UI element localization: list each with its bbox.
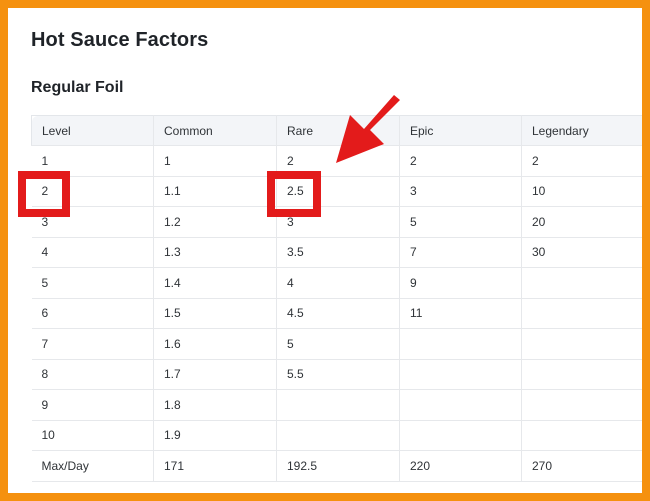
table-body: 1 1 2 2 2 2 1.1 2.5 3 10 3 1.2 3 5 20 4 1.3 3.5 7 30 5 1.4 4 9 6… <box>31 145 642 482</box>
table-cell-rare: 5 <box>276 328 400 360</box>
table-cell-common: 1.8 <box>153 389 277 421</box>
table-cell-legendary <box>521 389 642 421</box>
table-cell-level: 5 <box>31 267 154 299</box>
table-cell-legendary <box>521 328 642 360</box>
table-cell-epic: 220 <box>399 450 522 482</box>
table-cell-common: 1.9 <box>153 420 277 451</box>
table-cell-legendary: 10 <box>521 176 642 207</box>
table-cell-rare: 5.5 <box>276 359 400 390</box>
table-row: 8 1.7 5.5 <box>31 359 642 390</box>
content-panel: Hot Sauce Factors Regular Foil Level Com… <box>8 8 642 493</box>
table-row: 3 1.2 3 5 20 <box>31 206 642 238</box>
table-cell-rare: 4.5 <box>276 298 400 329</box>
table-row: Max/Day 171 192.5 220 270 <box>31 450 642 482</box>
table-row: 7 1.6 5 <box>31 328 642 360</box>
table-cell-rare: 3.5 <box>276 237 400 268</box>
table-cell-common: 1.7 <box>153 359 277 390</box>
table-cell-common: 1 <box>153 145 277 177</box>
table-cell-rare: 192.5 <box>276 450 400 482</box>
table-row: 6 1.5 4.5 11 <box>31 298 642 329</box>
highlight-box-level <box>18 171 70 217</box>
table-cell-level: 6 <box>31 298 154 329</box>
table-cell-level: 4 <box>31 237 154 268</box>
table-cell-epic: 3 <box>399 176 522 207</box>
highlight-box-rare <box>267 171 321 217</box>
table-cell-epic: 11 <box>399 298 522 329</box>
table-row: 4 1.3 3.5 7 30 <box>31 237 642 268</box>
table-cell-common: 1.2 <box>153 206 277 238</box>
table-cell-legendary <box>521 267 642 299</box>
column-header-level: Level <box>31 115 154 146</box>
table-row: 5 1.4 4 9 <box>31 267 642 299</box>
table-row: 10 1.9 <box>31 420 642 451</box>
table-cell-level: 9 <box>31 389 154 421</box>
table-cell-legendary: 270 <box>521 450 642 482</box>
section-title: Regular Foil <box>31 79 124 96</box>
table-cell-legendary <box>521 298 642 329</box>
table-cell-legendary <box>521 420 642 451</box>
column-header-legendary: Legendary <box>521 115 642 146</box>
table-cell-common: 1.5 <box>153 298 277 329</box>
table-cell-epic: 9 <box>399 267 522 299</box>
table-cell-epic <box>399 389 522 421</box>
table-cell-rare: 2.5 <box>276 176 400 207</box>
table-cell-level: Max/Day <box>31 450 154 482</box>
table-cell-rare <box>276 389 400 421</box>
table-cell-rare <box>276 420 400 451</box>
table-row: 9 1.8 <box>31 389 642 421</box>
table-cell-common: 1.4 <box>153 267 277 299</box>
page-title: Hot Sauce Factors <box>31 29 209 51</box>
table-cell-epic <box>399 359 522 390</box>
column-header-epic: Epic <box>399 115 522 146</box>
table-cell-legendary: 2 <box>521 145 642 177</box>
table-cell-epic: 2 <box>399 145 522 177</box>
table-row: 2 1.1 2.5 3 10 <box>31 176 642 207</box>
table-cell-common: 171 <box>153 450 277 482</box>
table-cell-level: 7 <box>31 328 154 360</box>
column-header-common: Common <box>153 115 277 146</box>
table-cell-legendary: 30 <box>521 237 642 268</box>
table-cell-epic: 5 <box>399 206 522 238</box>
red-arrow-icon <box>336 95 400 163</box>
table-cell-level: 10 <box>31 420 154 451</box>
table-cell-legendary <box>521 359 642 390</box>
table-cell-common: 1.1 <box>153 176 277 207</box>
table-cell-common: 1.6 <box>153 328 277 360</box>
table-cell-legendary: 20 <box>521 206 642 238</box>
table-cell-common: 1.3 <box>153 237 277 268</box>
table-cell-epic: 7 <box>399 237 522 268</box>
table-cell-epic <box>399 328 522 360</box>
table-cell-level: 8 <box>31 359 154 390</box>
table-cell-rare: 4 <box>276 267 400 299</box>
table-cell-level: 2 <box>31 176 154 207</box>
table-cell-epic <box>399 420 522 451</box>
